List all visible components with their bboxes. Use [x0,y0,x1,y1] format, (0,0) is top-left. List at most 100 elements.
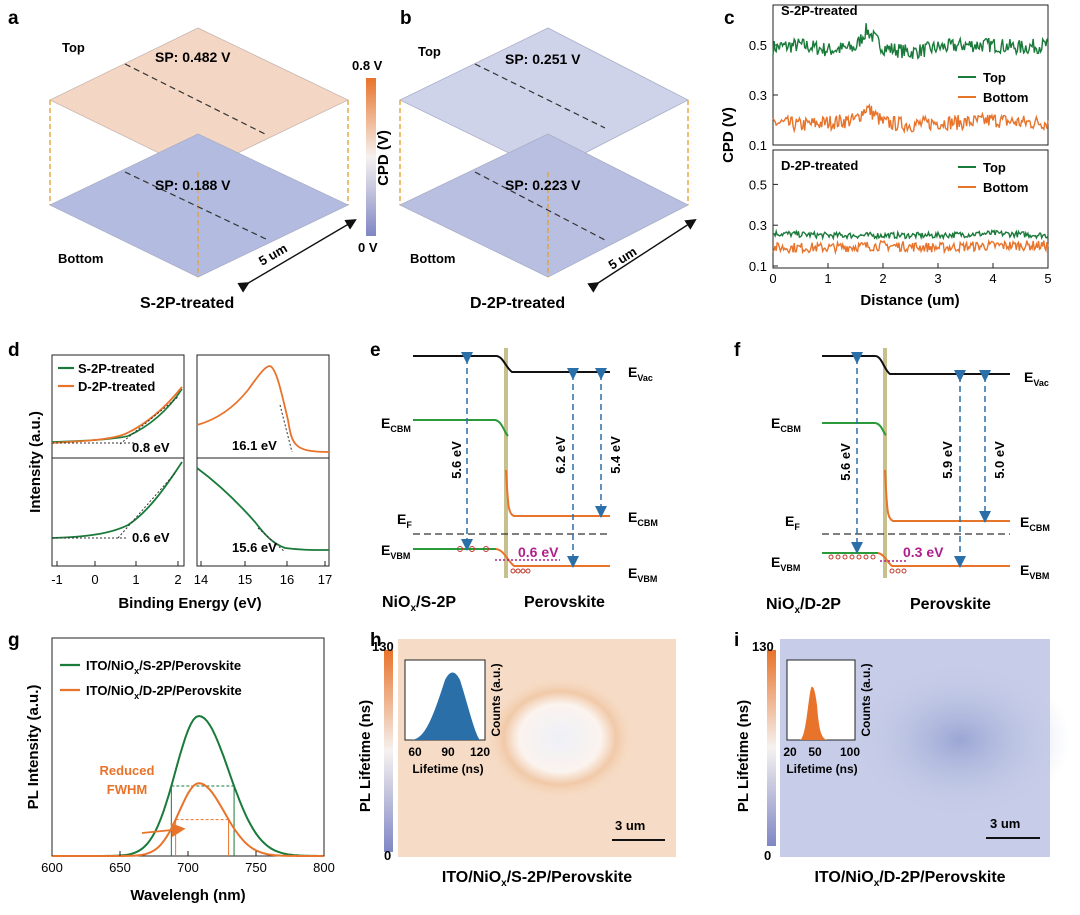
c-ytick-label: 0.3 [749,218,767,233]
e-lbl-cbm-right: ECBM [628,509,658,528]
g-annot-1: Reduced [100,763,155,778]
c-xtick-label: 2 [879,271,886,286]
c-series-top [772,228,1049,241]
i-scale-label: 3 um [990,816,1020,831]
label-top-a: Top [62,40,85,55]
e-holes-right [510,568,531,574]
plot-d-bl-frame [51,457,185,567]
f-lbl-vac: EVac [1024,369,1049,388]
d-ticks-right: 14 15 16 17 [194,561,332,587]
c-xtick-label: 1 [824,271,831,286]
h-map-center [485,676,635,800]
d-curve-bl [51,461,183,539]
e-vbm-right [495,548,610,567]
g-xtick-label: 700 [177,860,199,875]
e-lbl-vbm-right: EVBM [628,565,657,584]
d-xlabel: Binding Energy (eV) [118,595,261,612]
label-top-b: Top [418,44,441,59]
h-caption: ITO/NiOx/S-2P/Perovskite [442,869,632,889]
panel-d: d S-2P-treated D-2P-treated 0.8 eV 16.1 … [8,340,332,612]
i-colorbar [767,650,776,846]
c-ytick-label: 0.1 [749,138,767,153]
c-legend-bottom: Bottom [983,90,1029,105]
i-inset-hist [800,686,827,740]
g-ylabel: PL Intensity (a.u.) [25,685,42,810]
d-tick-l2: 1 [132,572,139,587]
scale-label-b: 5 um [606,244,640,273]
d-tick-l0: -1 [51,572,63,587]
h-inset-hist [412,672,480,740]
c-xtick-label: 3 [934,271,941,286]
cpd-min: 0 V [358,240,378,255]
f-holes-right [889,568,907,574]
sp-bottom-b: SP: 0.223 V [505,177,581,193]
e-interface [504,348,508,578]
panel-e: e 5.6 eV 6.2 eV 5.4 eV 0.6 eV EVac ECBM … [370,340,658,614]
g-annot-arrow [141,822,186,838]
panel-c: c S-2P-treated 0.5 0.3 0.1 Top Bottom D-2P-tr… [720,3,1052,309]
g-series-d2p [52,782,324,857]
sp-top-b: SP: 0.251 V [505,51,581,67]
d-tick-r1: 15 [238,572,252,587]
i-map-center [850,660,1070,820]
f-cbm-right [884,469,1010,522]
c-series-bottom [772,238,1049,256]
h-inset-t2: 120 [470,745,490,759]
h-inset-t1: 90 [441,745,455,759]
e-offset: 0.6 eV [518,544,559,560]
h-scale-label: 3 um [615,818,645,833]
g-annot-2: FWHM [107,782,147,797]
f-holes-left [828,554,876,560]
g-xlabel: Wavelengh (nm) [130,887,245,904]
e-lbl-vbm-left: EVBM [381,542,410,561]
f-vbm-right [877,552,1010,567]
c-plot-title: S-2P-treated [781,3,858,18]
d-ticks-left: -1 0 1 2 [51,561,182,587]
caption-b: D-2P-treated [470,295,565,312]
f-gap-1: 5.6 eV [838,443,853,481]
h-colorbar [384,650,393,852]
f-vac-level [822,355,1010,375]
panel-i: i 130 0 PL Lifetime (ns) 20 50 100 Lifet… [734,630,1070,889]
d-tick-r0: 14 [194,572,208,587]
d-val-br: 15.6 eV [232,540,277,555]
d-tick-r2: 16 [280,572,294,587]
c-legend-top: Top [983,70,1006,85]
panel-a-letter: a [8,8,19,29]
f-gap-3: 5.0 eV [992,441,1007,479]
e-cbm-right [505,469,610,517]
c-xtick-label: 4 [989,271,996,286]
line-scan-bottom-b [474,171,606,241]
panel-g: g 600 650 700 750 800 ITO/NiOx/S-2P/Perovski… [8,630,335,904]
e-caption-left: NiOx/S-2P [382,594,456,614]
c-series-bottom [772,103,1049,135]
plot-d-br-frame [196,457,330,567]
i-cbar-min: 0 [764,848,771,863]
cpd-colorbar-gradient [366,78,376,236]
panel-a: a Top Bottom SP: 0.482 V SP: 0.188 V 5 u… [8,8,357,312]
plot-c-top-frame [772,4,1049,146]
panel-e-letter: e [370,340,381,361]
f-lbl-vbm-left: EVBM [771,554,800,573]
c-ytick-label: 0.5 [749,177,767,192]
i-inset-xlabel: Lifetime (ns) [786,762,857,776]
panel-h: h 130 0 PL Lifetime (ns) 60 90 120 Lifet… [357,630,676,889]
c-xlabel: Distance (um) [860,292,959,309]
h-cbar-min: 0 [384,848,391,863]
g-xtick-label: 800 [313,860,335,875]
d-val-tr: 16.1 eV [232,438,277,453]
c-series-top [772,23,1049,60]
sp-top-a: SP: 0.482 V [155,49,231,65]
sp-bottom-a: SP: 0.188 V [155,177,231,193]
cpd-label: CPD (V) [375,130,392,186]
d-legend-s: S-2P-treated [78,361,155,376]
cpd-colorbar: 0.8 V 0 V CPD (V) [352,58,392,255]
c-xtick-label: 5 [1044,271,1051,286]
e-gap-1: 5.6 eV [449,441,464,479]
e-vac-level [413,355,610,373]
f-lbl-f: EF [785,513,800,532]
e-gap-3: 5.4 eV [608,436,623,474]
e-lbl-vac: EVac [628,364,653,383]
label-bottom-a: Bottom [58,251,104,266]
